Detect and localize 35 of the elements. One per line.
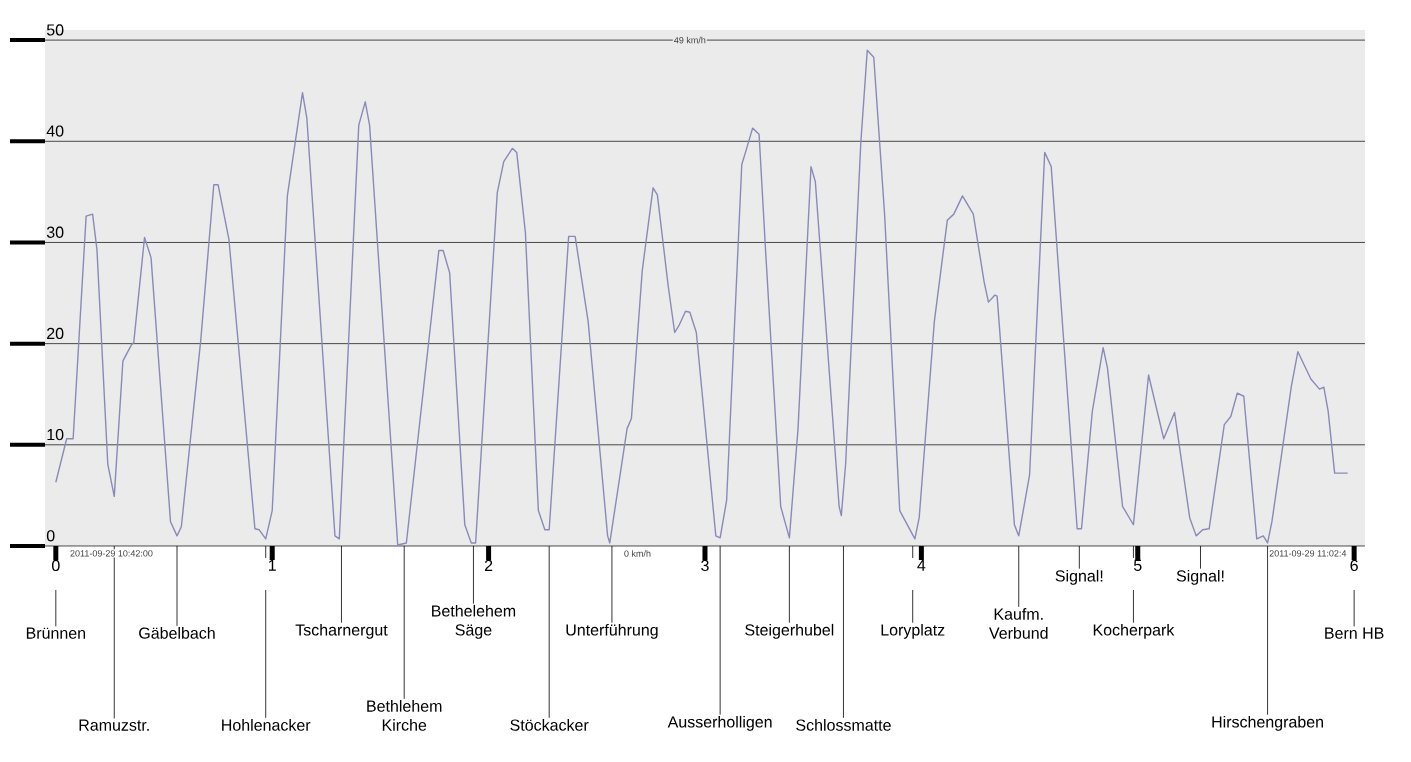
text: Signal!	[1055, 569, 1103, 585]
text: Steigerhubel	[745, 623, 834, 639]
text: 2011-09-29 11:02:4	[1269, 550, 1347, 557]
text: Kaufm. Verbund	[989, 608, 1048, 639]
text: Signal!	[1176, 569, 1224, 585]
text: Kocherpark	[1093, 623, 1175, 639]
x-tick-label: 2	[484, 559, 493, 571]
y-tick-label: 30	[46, 226, 64, 238]
x-tick-label: 3	[701, 559, 709, 572]
text: Hirschengraben	[1212, 715, 1323, 731]
text: Bern HB	[1325, 627, 1384, 639]
text: Brünnen	[26, 627, 86, 639]
y-tick-label: 0	[46, 530, 55, 542]
text: Bethelehem Säge	[432, 604, 516, 639]
x-tick-label: 6	[1350, 559, 1358, 572]
x-tick-label: 5	[1133, 559, 1142, 571]
text: Ausserholligen	[667, 715, 772, 731]
text: Gäbelbach	[139, 627, 215, 639]
text: Ramuzstr.	[79, 719, 149, 731]
y-tick-label: 40	[46, 125, 64, 137]
x-tick-label: 1	[268, 559, 276, 571]
text: Stöckacker	[510, 719, 589, 731]
y-tick-label: 20	[47, 327, 64, 340]
text: Loryplatz	[881, 623, 945, 639]
text: Hohlenacker	[222, 719, 311, 731]
x-tick-label: 4	[917, 559, 926, 571]
annotation: 49 km/h	[674, 36, 706, 44]
text: 2011-09-29 10:42:00	[70, 550, 153, 557]
text: Tscharnergut	[295, 623, 388, 639]
text: Bethlehem Kirche	[367, 700, 442, 731]
y-tick-label: 50	[46, 24, 64, 36]
text: 0 km/h	[624, 550, 651, 557]
text: Unterführung	[566, 623, 658, 639]
y-tick-label: 10	[47, 428, 64, 441]
text: Schlossmatte	[796, 719, 891, 731]
